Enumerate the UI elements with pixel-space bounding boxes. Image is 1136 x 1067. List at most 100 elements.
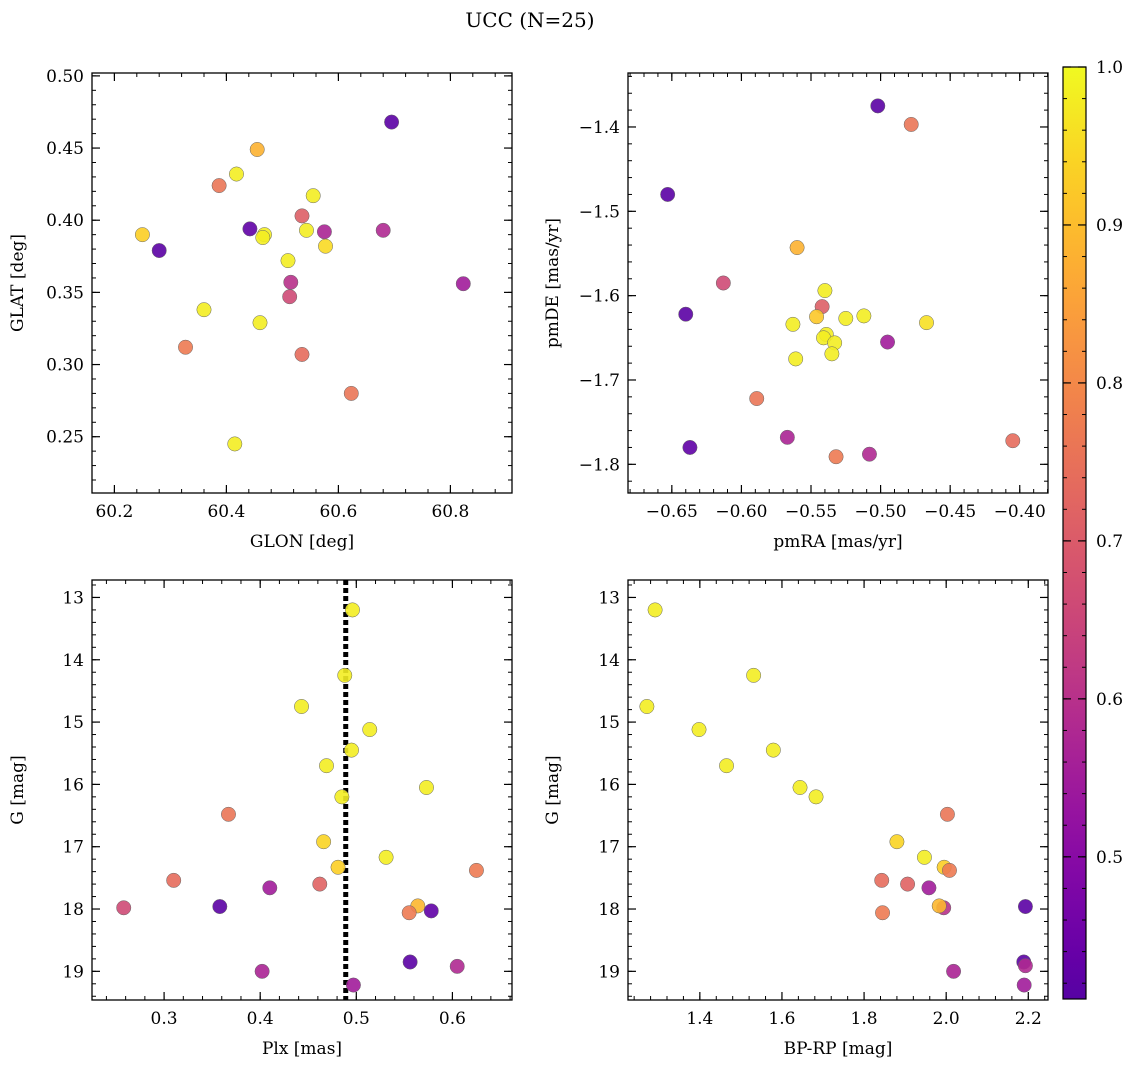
data-point <box>824 346 840 362</box>
data-point <box>779 429 795 445</box>
data-point <box>900 876 916 892</box>
data-point <box>229 166 244 182</box>
data-point <box>419 780 434 795</box>
x-tick-label: 0.3 <box>151 1009 178 1029</box>
x-tick-label: −0.55 <box>785 502 837 522</box>
data-point <box>255 230 271 245</box>
x-tick-label: 0.5 <box>343 1009 370 1029</box>
data-point <box>874 872 890 888</box>
x-tick-label: −0.40 <box>994 502 1046 522</box>
y-tick-label: −1.4 <box>579 118 620 138</box>
data-point <box>785 316 801 332</box>
colorbar-tick-label: 0.7 <box>1096 532 1123 552</box>
data-point <box>903 116 919 132</box>
x-tick-label: −0.60 <box>715 502 767 522</box>
x-tick-label: 60.4 <box>207 502 245 522</box>
y-axis-label: GLAT [deg] <box>8 234 28 332</box>
y-tick-label: 17 <box>598 838 620 858</box>
data-point <box>280 253 296 269</box>
y-tick-label: −1.5 <box>579 202 620 222</box>
data-point <box>817 283 833 299</box>
data-point <box>221 806 236 822</box>
data-point <box>375 222 391 238</box>
data-point <box>249 142 265 157</box>
data-point <box>362 722 378 738</box>
data-point <box>305 188 321 204</box>
x-tick-label: 0.6 <box>439 1009 466 1029</box>
y-tick-label: 0.30 <box>46 356 84 376</box>
data-point <box>252 315 268 331</box>
data-point <box>134 227 150 243</box>
data-point <box>719 758 734 774</box>
x-tick-label: 0.4 <box>247 1009 274 1029</box>
axes-frame <box>627 579 1049 1001</box>
x-tick-label: −0.45 <box>924 502 976 522</box>
data-point <box>921 880 937 896</box>
data-point <box>639 699 655 714</box>
data-point <box>402 954 418 970</box>
panel-3: 0.3 0.4 0.5 0.6 13 14 15 16 17 18 19 Plx [mas] G [ma… <box>8 579 513 1059</box>
y-tick-label: 14 <box>598 651 620 671</box>
data-point <box>283 274 299 290</box>
data-point <box>942 862 957 878</box>
x-axis-label: Plx [mas] <box>262 1039 342 1059</box>
y-tick-label: 13 <box>62 588 84 608</box>
y-axis-label: G [mag] <box>543 755 563 824</box>
axes-frame <box>627 72 1049 494</box>
data-point <box>344 742 359 758</box>
data-point <box>678 306 694 322</box>
data-point <box>227 436 243 452</box>
y-tick-label: 17 <box>62 838 84 858</box>
data-point <box>880 334 895 350</box>
data-point <box>242 221 258 237</box>
data-point <box>116 900 132 916</box>
data-point <box>318 238 333 254</box>
x-tick-label: 60.6 <box>319 502 357 522</box>
data-point <box>334 789 350 805</box>
data-point <box>789 240 805 256</box>
x-tick-label: 1.4 <box>686 1009 713 1029</box>
x-tick-label: 2.2 <box>1015 1009 1042 1029</box>
x-tick-label: 60.8 <box>431 502 469 522</box>
data-point <box>212 899 228 914</box>
data-point <box>765 742 781 758</box>
y-tick-label: 0.45 <box>46 139 84 159</box>
data-point <box>660 186 676 202</box>
data-point <box>808 789 824 805</box>
panel-4: 1.4 1.6 1.8 2.0 2.2 13 14 15 16 17 18 19 BP-RP [mag]… <box>543 579 1049 1059</box>
x-tick-label: −0.65 <box>646 502 698 522</box>
data-point <box>345 602 360 618</box>
data-point <box>343 385 359 401</box>
panels: 60.2 60.4 60.6 60.80.250.300.350.400.450.50… <box>8 67 1049 1059</box>
data-point <box>423 903 439 919</box>
data-point <box>862 446 877 462</box>
data-point <box>828 449 844 465</box>
data-point <box>916 849 932 865</box>
colorbar-tick-label: 1.0 <box>1096 58 1123 78</box>
data-point <box>939 806 955 822</box>
data-point <box>1017 899 1033 914</box>
data-point <box>838 310 854 326</box>
y-tick-label: 16 <box>62 775 84 795</box>
data-point <box>294 699 309 714</box>
y-tick-label: 0.35 <box>46 283 84 303</box>
data-point <box>196 302 212 318</box>
marks <box>660 98 1021 465</box>
y-axis-label: G [mag] <box>8 755 28 824</box>
axes-frame <box>91 72 513 494</box>
colorbar: 0.5 0.6 0.7 0.8 0.9 1.0 <box>1062 58 1123 1000</box>
panel-2: −0.65 −0.60 −0.55 −0.50 −0.45 −0.40 −1.8 −1.7 −1… <box>543 72 1049 552</box>
data-point <box>330 859 346 875</box>
y-tick-label: 13 <box>598 588 620 608</box>
data-point <box>455 276 471 292</box>
data-point <box>1016 977 1032 993</box>
x-axis-label: GLON [deg] <box>250 532 354 552</box>
data-point <box>384 114 400 130</box>
data-point <box>715 275 731 291</box>
panel-1: 60.2 60.4 60.6 60.8 0.25 0.30 0.35 0.40 0.45 0.50… <box>8 67 513 552</box>
y-tick-label: 15 <box>62 713 84 733</box>
y-tick-label: 16 <box>598 775 620 795</box>
data-point <box>870 98 886 114</box>
data-point <box>166 872 182 888</box>
